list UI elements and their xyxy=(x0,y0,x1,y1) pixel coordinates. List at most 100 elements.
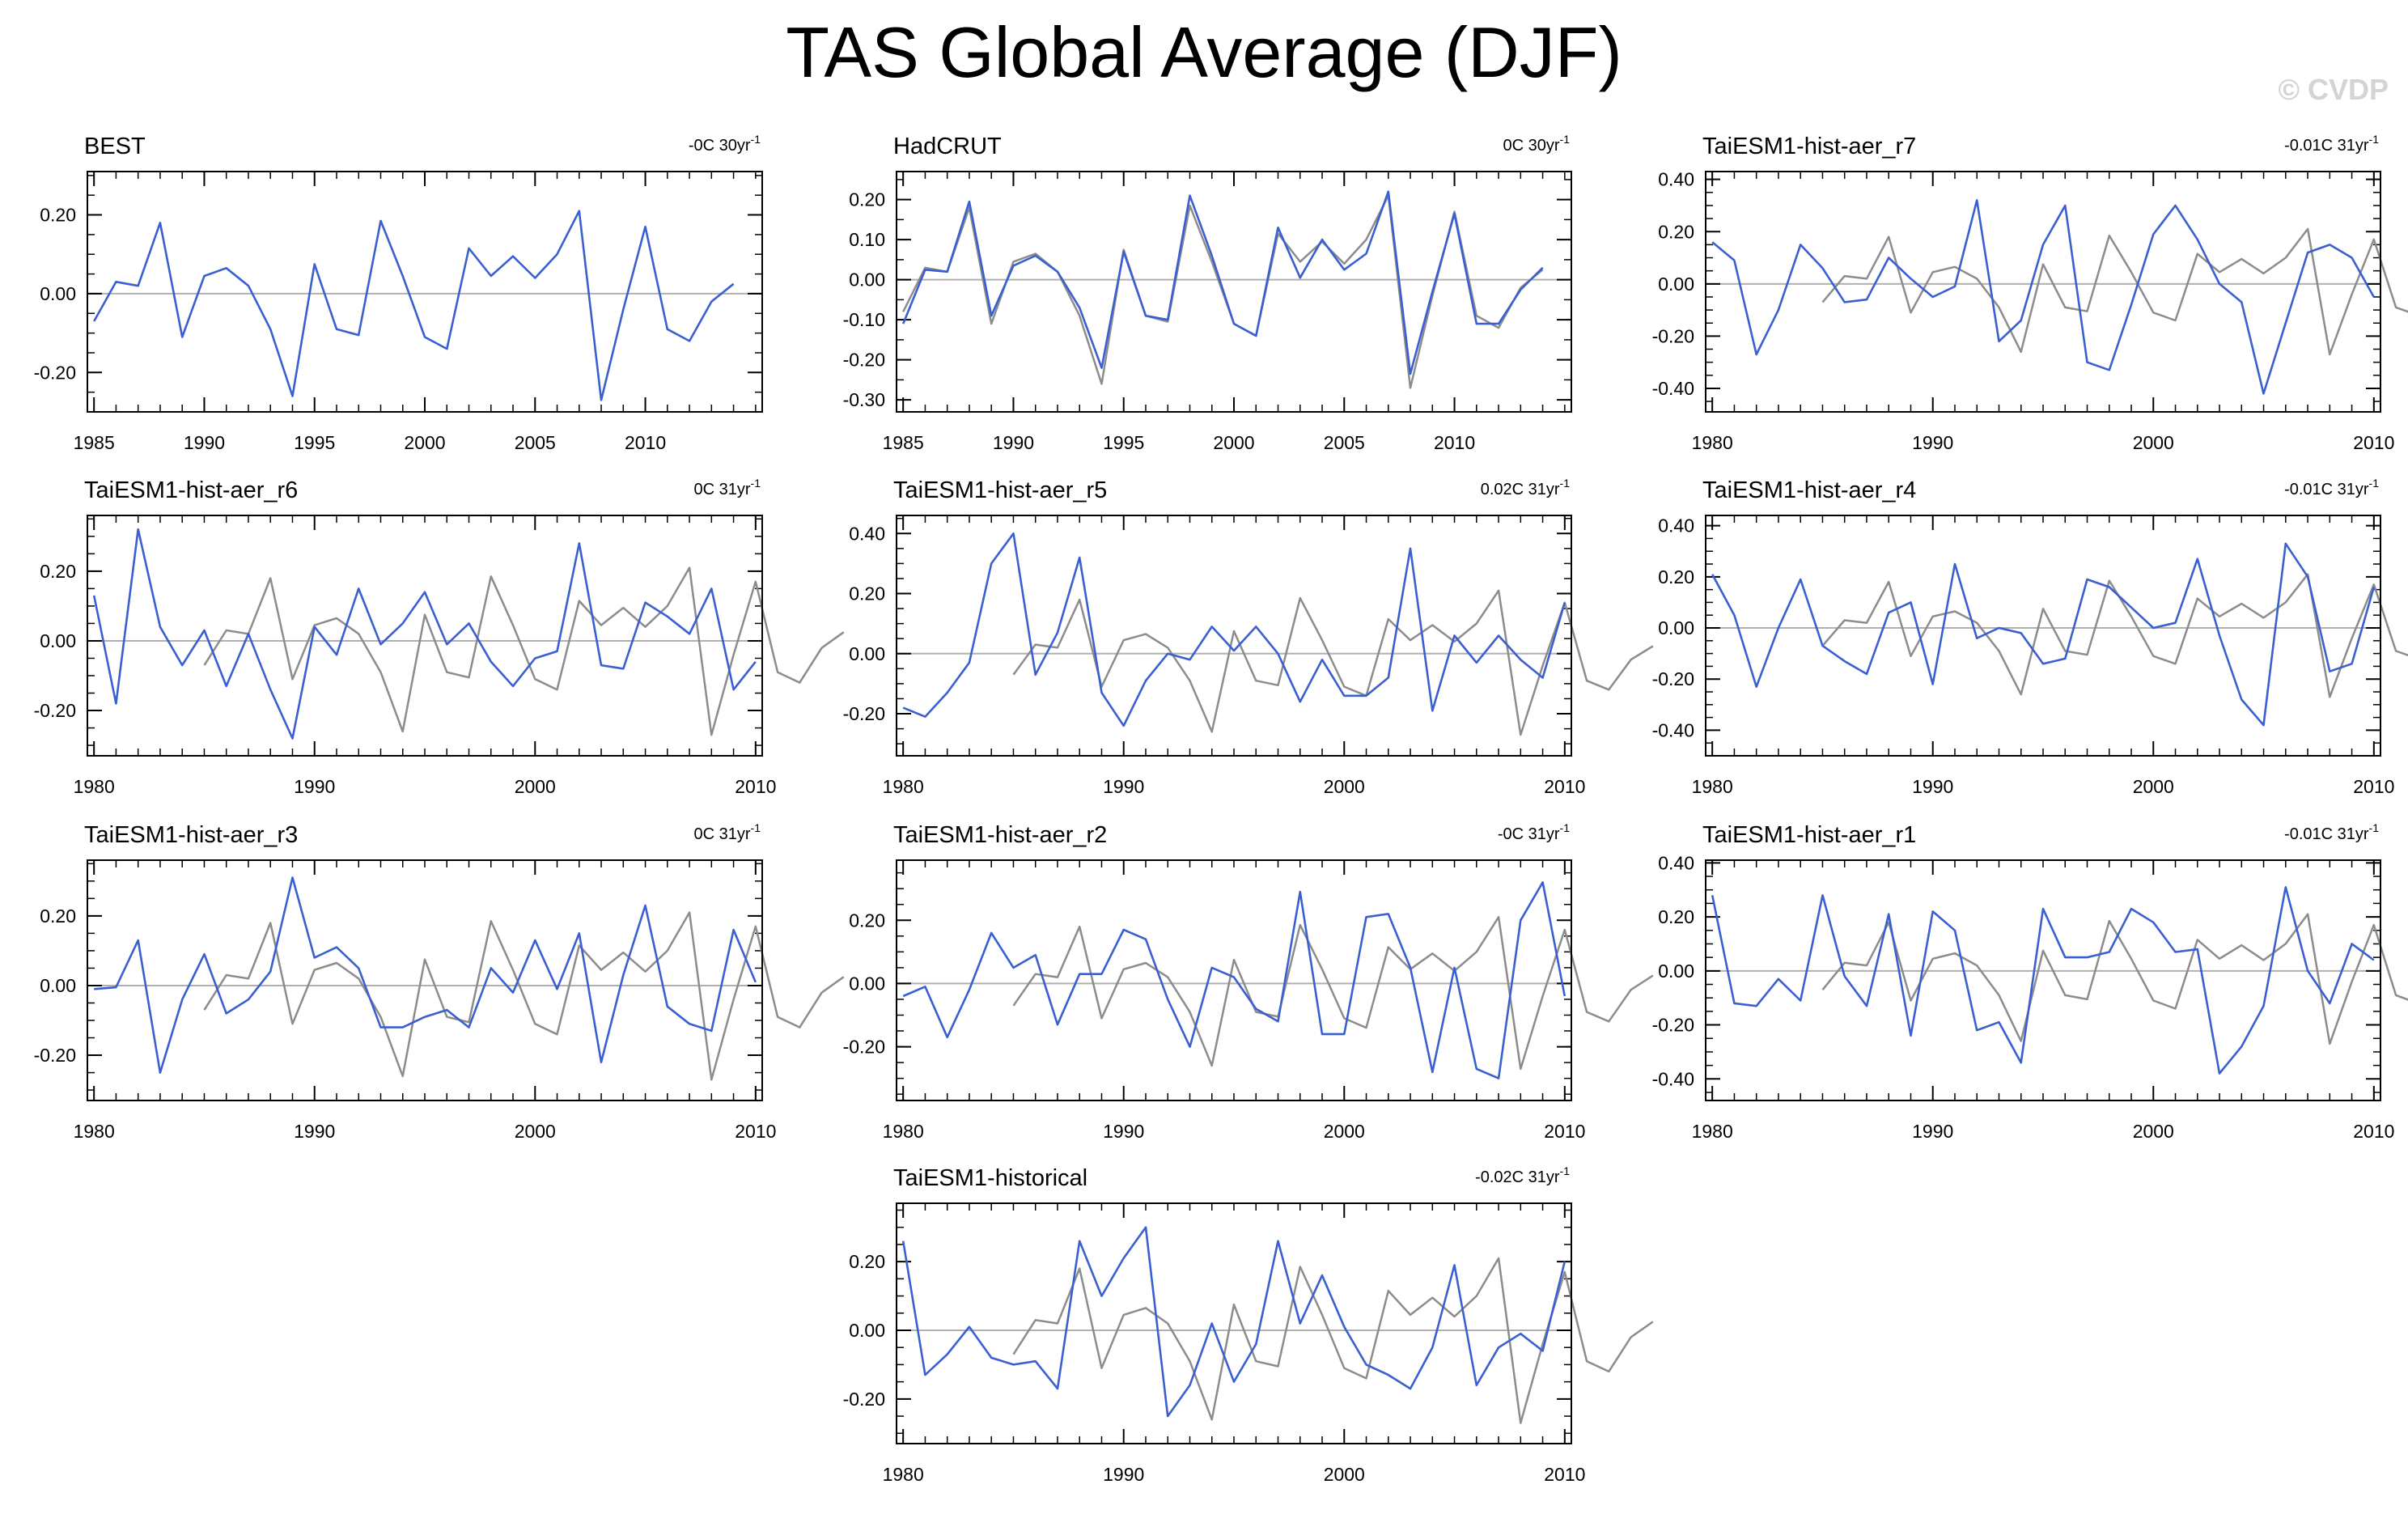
y-tick-label: 0.00 xyxy=(849,1320,885,1341)
x-tick-label: 2010 xyxy=(625,432,666,453)
panel-title: TaiESM1-hist-aer_r1 xyxy=(1702,822,1916,848)
x-tick-label: 1980 xyxy=(74,1121,115,1142)
x-tick-label: 2010 xyxy=(2353,1121,2394,1142)
y-tick-label: 0.00 xyxy=(849,973,885,994)
panel-3: TaiESM1-hist-aer_r6 0C 31yr-1 -0.20 0.00 0.2… xyxy=(34,477,845,797)
reference-series-line xyxy=(1821,913,2408,1045)
x-tick-label: 1990 xyxy=(1912,776,1953,797)
y-tick-label: -0.30 xyxy=(843,389,885,410)
y-tick-label: -0.40 xyxy=(1652,378,1694,399)
y-tick-label: 0.00 xyxy=(1658,961,1694,982)
plot-frame xyxy=(1705,171,2381,413)
model-series-line xyxy=(902,881,1566,1079)
trend-label: -0.01C 31yr-1 xyxy=(2284,821,2379,843)
x-tick-label: 1990 xyxy=(294,776,335,797)
y-tick-label: 0.00 xyxy=(40,283,76,304)
y-tick-label: 0.20 xyxy=(40,205,76,226)
trend-label: 0.02C 31yr-1 xyxy=(1481,477,1571,498)
x-tick-label: 1985 xyxy=(74,432,115,453)
x-tick-label: 1990 xyxy=(1912,1121,1953,1142)
x-tick-label: 2000 xyxy=(2133,776,2174,797)
x-tick-label: 2010 xyxy=(735,776,776,797)
y-tick-label: 0.20 xyxy=(849,1251,885,1272)
trend-exponent: -1 xyxy=(751,477,761,490)
x-tick-label: 2010 xyxy=(2353,776,2394,797)
x-tick-label: 1980 xyxy=(1692,776,1733,797)
x-tick-label: 2000 xyxy=(1324,776,1365,797)
y-tick-label: 0.20 xyxy=(849,583,885,604)
panel-7: TaiESM1-hist-aer_r2 -0C 31yr-1 -0.20 0.00 0.… xyxy=(843,821,1654,1142)
panel-2: TaiESM1-hist-aer_r7 -0.01C 31yr-1 -0.40 -0.… xyxy=(1652,133,2408,453)
x-tick-label: 2010 xyxy=(1544,776,1585,797)
y-tick-label: 0.20 xyxy=(1658,566,1694,587)
model-series-line xyxy=(1711,886,2375,1075)
plot-frame xyxy=(896,515,1572,757)
y-tick-label: 0.00 xyxy=(40,975,76,996)
panel-6: TaiESM1-hist-aer_r3 0C 31yr-1 -0.20 0.00 0.2… xyxy=(34,821,845,1142)
trend-exponent: -1 xyxy=(1560,477,1571,490)
plot-frame xyxy=(87,859,763,1101)
y-tick-label: -0.40 xyxy=(1652,719,1694,740)
x-tick-label: 1995 xyxy=(294,432,335,453)
trend-label: -0C 30yr-1 xyxy=(689,133,761,155)
panel-title: TaiESM1-hist-aer_r2 xyxy=(893,822,1107,848)
panel-title: TaiESM1-hist-aer_r6 xyxy=(84,477,298,503)
y-tick-label: 0.00 xyxy=(40,630,76,651)
trend-label: 0C 31yr-1 xyxy=(694,821,761,843)
y-tick-label: -0.20 xyxy=(843,703,885,724)
reference-series-line xyxy=(1012,589,1654,736)
figure-title: TAS Global Average (DJF) xyxy=(786,12,1622,92)
reference-series-line xyxy=(1821,573,2408,698)
panel-9: TaiESM1-historical -0.02C 31yr-1 -0.20 0.00… xyxy=(843,1164,1654,1485)
plot-frame xyxy=(1705,859,2381,1101)
x-tick-label: 1985 xyxy=(883,432,924,453)
y-tick-label: -0.40 xyxy=(1652,1068,1694,1089)
plot-frame xyxy=(1705,515,2381,757)
reference-series-line xyxy=(1012,916,1654,1071)
x-tick-label: 1990 xyxy=(294,1121,335,1142)
model-series-line xyxy=(93,210,735,401)
trend-exponent: -1 xyxy=(1560,133,1571,146)
x-tick-label: 1980 xyxy=(74,776,115,797)
trend-exponent: -1 xyxy=(1560,821,1571,834)
trend-exponent: -1 xyxy=(2369,133,2380,146)
panel-8: TaiESM1-hist-aer_r1 -0.01C 31yr-1 -0.40 -0.… xyxy=(1652,821,2408,1142)
y-tick-label: -0.20 xyxy=(34,700,76,721)
x-tick-label: 1980 xyxy=(883,1121,924,1142)
x-tick-label: 2000 xyxy=(515,1121,556,1142)
trend-exponent: -1 xyxy=(2369,477,2380,490)
y-tick-label: -0.20 xyxy=(843,1037,885,1058)
x-tick-label: 2000 xyxy=(2133,1121,2174,1142)
x-tick-label: 2000 xyxy=(515,776,556,797)
y-tick-label: -0.10 xyxy=(843,309,885,330)
y-tick-label: -0.20 xyxy=(34,362,76,383)
model-series-line xyxy=(901,1226,1566,1418)
plot-frame xyxy=(896,1202,1572,1444)
x-tick-label: 2005 xyxy=(515,432,556,453)
panel-title: TaiESM1-historical xyxy=(893,1165,1087,1191)
x-tick-label: 1980 xyxy=(1692,432,1733,453)
y-tick-label: -0.20 xyxy=(843,350,885,371)
x-tick-label: 2010 xyxy=(1434,432,1475,453)
trend-label: -0.02C 31yr-1 xyxy=(1475,1164,1570,1186)
panel-0: BEST -0C 30yr-1 -0.20 0.00 0.20 1985 1990 1995 2… xyxy=(34,133,763,453)
panel-title: TaiESM1-hist-aer_r5 xyxy=(893,477,1107,503)
x-tick-label: 1980 xyxy=(883,776,924,797)
y-tick-label: 0.00 xyxy=(849,269,885,291)
panel-5: TaiESM1-hist-aer_r4 -0.01C 31yr-1 -0.40 -0.… xyxy=(1652,477,2408,797)
model-series-line xyxy=(902,532,1566,727)
trend-exponent: -1 xyxy=(751,821,761,834)
x-tick-label: 2000 xyxy=(2133,432,2174,453)
panel-title: BEST xyxy=(84,134,146,159)
x-tick-label: 2010 xyxy=(2353,432,2394,453)
trend-exponent: -1 xyxy=(1560,1164,1571,1177)
y-tick-label: -0.20 xyxy=(1652,325,1694,346)
x-tick-label: 2005 xyxy=(1324,432,1365,453)
y-tick-label: 0.40 xyxy=(849,523,885,544)
x-tick-label: 2010 xyxy=(1544,1464,1585,1485)
y-tick-label: -0.20 xyxy=(1652,668,1694,689)
y-tick-label: 0.00 xyxy=(849,643,885,664)
panel-title: TaiESM1-hist-aer_r7 xyxy=(1702,134,1916,159)
